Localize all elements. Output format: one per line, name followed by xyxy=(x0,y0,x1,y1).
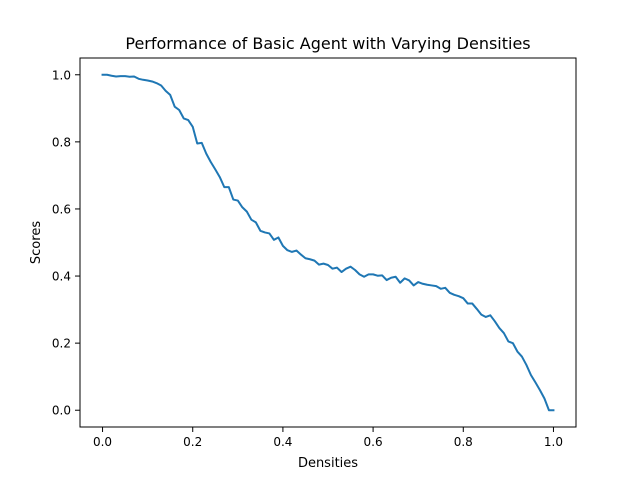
x-tick-label: 1.0 xyxy=(544,435,563,449)
y-tick-label: 0.6 xyxy=(52,202,71,216)
y-tick-label: 0.2 xyxy=(52,337,71,351)
y-axis: 0.0 0.2 0.4 0.6 0.8 1.0 xyxy=(52,68,80,418)
x-axis-label: Densities xyxy=(298,456,358,471)
y-tick-label: 0.0 xyxy=(52,404,71,418)
series-line xyxy=(101,73,555,412)
y-axis-label: Scores xyxy=(29,221,44,264)
y-tick-label: 1.0 xyxy=(52,68,71,82)
y-tick-label: 0.4 xyxy=(52,270,71,284)
x-axis: 0.0 0.2 0.4 0.6 0.8 1.0 xyxy=(93,427,563,449)
x-tick-label: 0.6 xyxy=(364,435,383,449)
y-tick-label: 0.8 xyxy=(52,135,71,149)
x-tick-label: 0.0 xyxy=(93,435,112,449)
x-tick-label: 0.2 xyxy=(183,435,202,449)
x-tick-label: 0.4 xyxy=(273,435,292,449)
axes-frame xyxy=(79,57,577,428)
x-tick-label: 0.8 xyxy=(454,435,473,449)
chart-title: Performance of Basic Agent with Varying … xyxy=(125,34,530,53)
